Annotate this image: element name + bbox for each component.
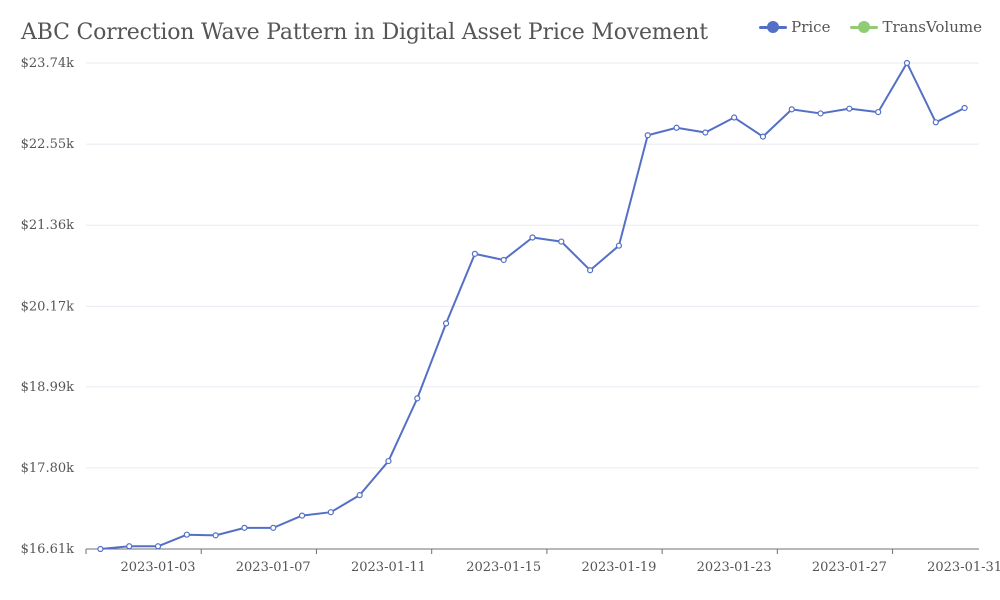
legend-transvolume-label: TransVolume bbox=[882, 18, 982, 36]
x-tick-label: 2023-01-11 bbox=[351, 560, 426, 575]
x-tick-label: 2023-01-19 bbox=[581, 560, 656, 575]
price-data-point[interactable] bbox=[932, 119, 939, 126]
price-data-point[interactable] bbox=[615, 242, 623, 249]
price-data-point[interactable] bbox=[961, 104, 968, 112]
price-data-point[interactable] bbox=[903, 59, 911, 67]
legend-item-price[interactable]: Price bbox=[759, 18, 830, 36]
x-tick-label: 2023-01-27 bbox=[812, 560, 887, 575]
price-data-point[interactable] bbox=[126, 543, 133, 550]
price-data-point[interactable] bbox=[385, 457, 392, 465]
price-data-point[interactable] bbox=[471, 250, 478, 257]
legend-transvolume-marker bbox=[850, 20, 879, 34]
x-tick-label: 2023-01-07 bbox=[236, 560, 311, 575]
price-data-point[interactable] bbox=[875, 108, 882, 116]
x-tick-label: 2023-01-31 bbox=[927, 560, 1000, 575]
y-axis-ticks: $16.61k $17.80k $18.99k $20.17k $21.36k $22.5… bbox=[21, 56, 74, 557]
price-data-point[interactable] bbox=[846, 105, 853, 112]
price-data-point[interactable] bbox=[327, 509, 334, 516]
y-tick-label: $20.17k bbox=[21, 299, 74, 314]
series-points bbox=[97, 59, 968, 553]
price-data-point[interactable] bbox=[298, 512, 306, 519]
x-tick-label: 2023-01-23 bbox=[697, 560, 772, 575]
price-data-point[interactable] bbox=[644, 132, 651, 139]
legend: Price TransVolume bbox=[759, 18, 982, 36]
chart-title: ABC Correction Wave Pattern in Digital A… bbox=[21, 20, 708, 45]
price-data-point[interactable] bbox=[500, 256, 507, 264]
price-data-point[interactable] bbox=[356, 492, 363, 499]
price-data-point[interactable] bbox=[442, 320, 450, 327]
price-data-point[interactable] bbox=[414, 395, 421, 402]
price-data-point[interactable] bbox=[587, 267, 594, 274]
price-data-point[interactable] bbox=[788, 106, 795, 113]
y-tick-label: $16.61k bbox=[21, 542, 74, 557]
price-data-point[interactable] bbox=[759, 133, 767, 140]
x-tick-label: 2023-01-03 bbox=[121, 560, 196, 575]
y-tick-label: $18.99k bbox=[21, 380, 74, 395]
x-tick-label: 2023-01-15 bbox=[466, 560, 541, 575]
price-data-point[interactable] bbox=[212, 532, 219, 539]
price-data-point[interactable] bbox=[154, 543, 162, 550]
price-data-point[interactable] bbox=[558, 238, 565, 245]
x-axis: 2023-01-03 2023-01-07 2023-01-11 2023-01-15… bbox=[85, 548, 1000, 575]
y-tick-label: $17.80k bbox=[21, 461, 74, 476]
legend-price-label: Price bbox=[791, 18, 831, 36]
price-data-point[interactable] bbox=[702, 129, 709, 136]
price-data-point[interactable] bbox=[241, 524, 248, 531]
legend-item-transvolume[interactable]: TransVolume bbox=[850, 18, 982, 36]
y-tick-label: $22.55k bbox=[21, 137, 74, 152]
y-tick-label: $23.74k bbox=[21, 56, 74, 71]
price-data-point[interactable] bbox=[817, 110, 824, 117]
grid-lines bbox=[86, 62, 979, 469]
price-data-point[interactable] bbox=[270, 524, 277, 531]
price-data-point[interactable] bbox=[673, 124, 680, 131]
price-data-point[interactable] bbox=[97, 545, 104, 553]
price-data-point[interactable] bbox=[183, 531, 190, 538]
price-data-point[interactable] bbox=[529, 234, 536, 241]
legend-price-marker bbox=[759, 20, 788, 34]
y-tick-label: $21.36k bbox=[21, 218, 74, 233]
price-data-point[interactable] bbox=[731, 114, 738, 121]
